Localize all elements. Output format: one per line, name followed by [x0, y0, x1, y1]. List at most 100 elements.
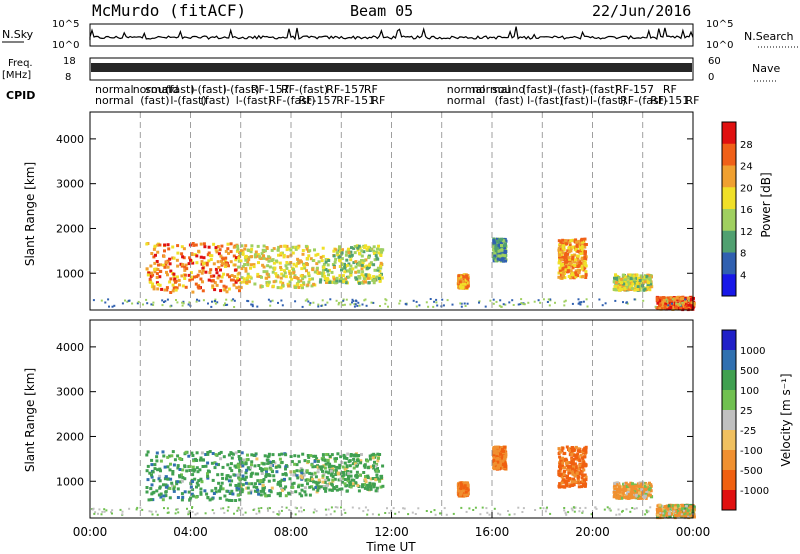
data-cell — [342, 453, 346, 457]
data-cell — [198, 458, 202, 462]
scatter-cell — [621, 509, 624, 512]
data-cell — [584, 273, 588, 277]
data-cell — [562, 478, 566, 482]
data-cell — [690, 301, 694, 305]
scatter-cell — [492, 298, 495, 301]
data-cell — [245, 468, 249, 472]
data-cell — [166, 455, 170, 459]
data-cell — [682, 305, 686, 309]
scatter-cell — [427, 305, 430, 308]
scatter-cell — [341, 304, 344, 307]
cpid-label-item: (fast) — [495, 94, 524, 107]
data-cell — [559, 273, 563, 277]
data-cell — [341, 480, 345, 484]
data-cell — [466, 485, 470, 489]
scatter-cell — [460, 506, 463, 509]
scatter-cell — [294, 506, 297, 509]
scatter-cell — [542, 507, 545, 510]
data-cell — [380, 276, 384, 280]
data-cell — [625, 495, 628, 499]
data-cell — [302, 262, 305, 266]
scatter-cell — [98, 508, 101, 511]
scatter-cell — [187, 303, 190, 306]
data-cell — [271, 453, 275, 457]
data-cell — [495, 466, 499, 470]
data-cell — [180, 498, 184, 502]
scatter-cell — [110, 511, 112, 514]
data-cell — [352, 457, 356, 461]
data-cell — [236, 463, 240, 467]
data-cell — [230, 274, 234, 277]
data-cell — [360, 254, 364, 258]
data-cell — [615, 276, 618, 280]
data-cell — [187, 454, 191, 458]
scatter-cell — [239, 509, 241, 511]
data-cell — [293, 245, 297, 249]
data-cell — [662, 513, 666, 517]
scatter-cell — [225, 298, 228, 301]
data-cell — [686, 515, 690, 519]
data-cell — [217, 481, 221, 485]
scatter-cell — [439, 512, 441, 515]
scatter-cell — [523, 303, 526, 306]
data-cell — [221, 465, 225, 469]
data-cell — [191, 494, 195, 498]
data-cell — [311, 277, 314, 281]
scatter-cell — [546, 506, 548, 509]
data-cell — [290, 460, 294, 464]
data-cell — [227, 498, 231, 502]
scatter-cell — [139, 506, 142, 509]
data-cell — [220, 275, 224, 279]
data-cell — [562, 469, 566, 473]
data-cell — [329, 473, 333, 477]
data-cell — [199, 491, 203, 495]
scatter-cell — [392, 507, 395, 510]
data-cell — [581, 482, 585, 486]
data-cell — [647, 277, 651, 281]
data-cell — [269, 464, 273, 468]
data-cell — [333, 260, 337, 264]
data-cell — [613, 285, 617, 288]
data-cell — [371, 482, 375, 486]
scatter-cell — [121, 510, 124, 513]
data-cell — [203, 245, 207, 249]
scatter-cell — [459, 302, 462, 305]
data-cell — [681, 300, 685, 303]
data-cell — [627, 485, 631, 488]
scatter-cell — [519, 303, 522, 306]
data-cell — [169, 291, 173, 294]
scatter-cell — [111, 305, 114, 308]
scatter-cell — [306, 298, 309, 301]
data-cell — [673, 506, 677, 510]
data-cell — [200, 271, 204, 275]
data-cell — [376, 268, 380, 272]
data-cell — [236, 473, 240, 477]
data-cell — [632, 492, 636, 496]
data-cell — [346, 475, 350, 478]
data-cell — [465, 492, 469, 496]
data-cell — [246, 260, 250, 264]
data-cell — [565, 242, 569, 246]
data-cell — [219, 487, 223, 491]
data-cell — [564, 265, 568, 269]
data-cell — [218, 496, 222, 500]
data-cell — [564, 268, 568, 272]
data-cell — [313, 270, 317, 274]
data-cell — [673, 297, 676, 301]
data-cell — [646, 284, 650, 288]
data-cell — [234, 499, 238, 502]
data-cell — [216, 276, 220, 280]
data-cell — [376, 477, 379, 481]
data-cell — [327, 259, 331, 262]
data-cell — [272, 247, 276, 251]
scatter-cell — [478, 301, 480, 304]
scatter-cell — [472, 509, 475, 511]
scatter-cell — [329, 298, 332, 301]
data-cell — [569, 239, 573, 243]
data-cell — [199, 255, 203, 259]
data-cell — [262, 462, 266, 466]
scatter-cell — [688, 513, 691, 516]
scatter-cell — [372, 301, 375, 304]
data-cell — [567, 246, 571, 250]
scatter-cell — [446, 299, 449, 302]
